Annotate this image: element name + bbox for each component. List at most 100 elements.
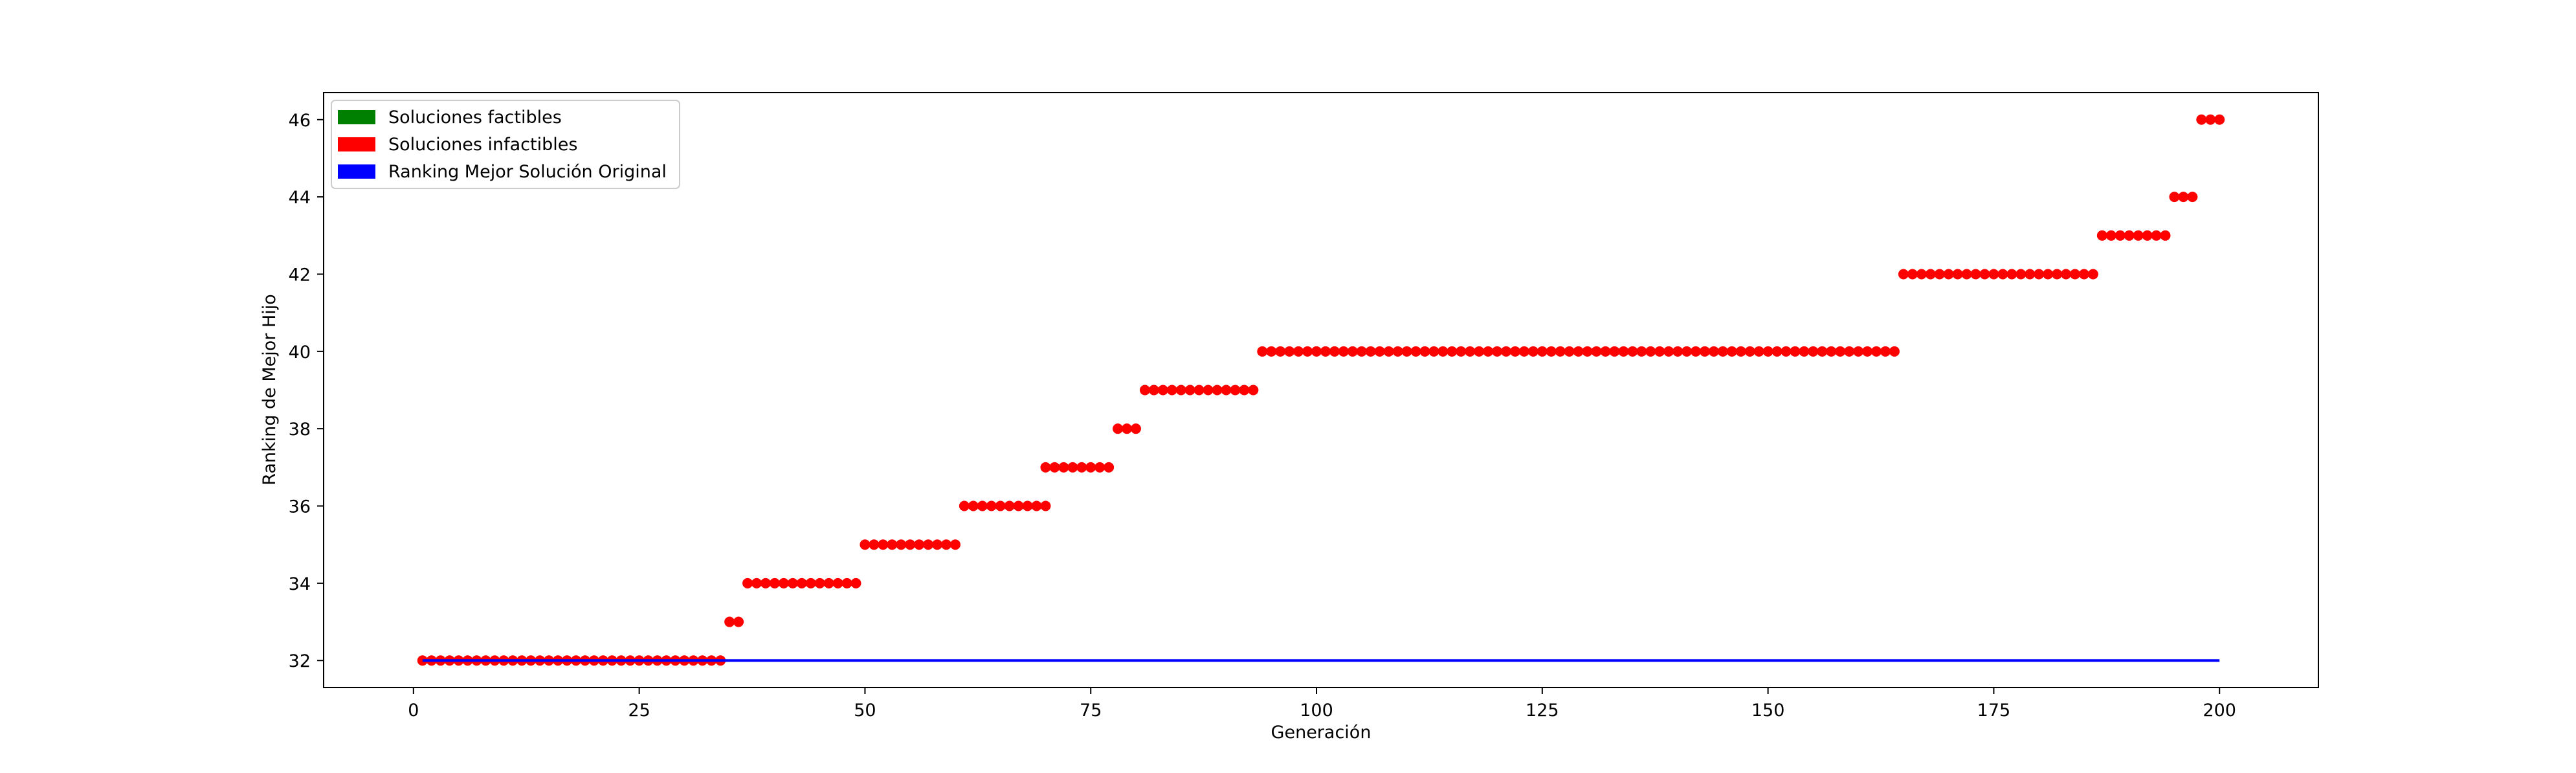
data-point <box>869 539 880 550</box>
data-point <box>1203 385 1214 396</box>
x-tick-label: 125 <box>1526 700 1559 721</box>
data-point <box>1961 269 1972 280</box>
data-point <box>1735 346 1746 357</box>
data-point <box>1257 346 1268 357</box>
data-point <box>1726 346 1737 357</box>
data-point <box>2087 269 2098 280</box>
y-tick-label: 34 <box>289 574 311 594</box>
data-point <box>1483 346 1494 357</box>
data-point <box>1826 346 1837 357</box>
legend-label-infactibles: Soluciones infactibles <box>388 135 577 155</box>
data-point <box>1239 385 1250 396</box>
data-point <box>1122 423 1133 434</box>
data-point <box>1509 346 1520 357</box>
data-point <box>2061 269 2072 280</box>
data-point <box>1248 385 1259 396</box>
data-point <box>733 616 744 627</box>
data-point <box>1663 346 1674 357</box>
data-point <box>1799 346 1810 357</box>
data-point <box>1022 500 1033 511</box>
y-tick-label: 44 <box>289 188 311 208</box>
y-tick-label: 46 <box>289 111 311 131</box>
data-point <box>1085 462 1096 473</box>
data-point <box>1600 346 1611 357</box>
data-point <box>2034 269 2045 280</box>
data-point <box>1555 346 1566 357</box>
data-point <box>724 616 735 627</box>
data-point <box>2133 230 2144 241</box>
data-point <box>1564 346 1575 357</box>
data-point <box>1447 346 1458 357</box>
data-point <box>1934 269 1945 280</box>
data-point <box>1383 346 1394 357</box>
data-point <box>1790 346 1801 357</box>
data-point <box>1266 346 1277 357</box>
data-point <box>1410 346 1421 357</box>
x-tick-label: 25 <box>628 700 650 721</box>
data-point <box>1691 346 1702 357</box>
x-tick-label: 75 <box>1080 700 1102 721</box>
data-point <box>1835 346 1846 357</box>
data-point <box>1627 346 1638 357</box>
data-point <box>1338 346 1349 357</box>
data-point <box>1573 346 1584 357</box>
data-point <box>787 577 798 588</box>
data-point <box>2205 114 2216 125</box>
data-point <box>1988 269 1999 280</box>
x-tick-label: 150 <box>1751 700 1785 721</box>
data-point <box>1374 346 1385 357</box>
data-point <box>1329 346 1340 357</box>
data-point <box>1916 269 1927 280</box>
y-axis-label: Ranking de Mejor Hijo <box>260 294 280 486</box>
data-point <box>1067 462 1078 473</box>
data-point <box>1465 346 1476 357</box>
data-point <box>1501 346 1512 357</box>
data-point <box>2214 114 2225 125</box>
data-point <box>1582 346 1593 357</box>
data-point <box>2105 230 2116 241</box>
data-point <box>832 577 843 588</box>
x-tick-label: 175 <box>1977 700 2011 721</box>
data-point <box>1609 346 1620 357</box>
data-point <box>1537 346 1548 357</box>
data-point <box>1094 462 1105 473</box>
data-point <box>905 539 916 550</box>
data-point <box>1004 500 1015 511</box>
data-point <box>1293 346 1304 357</box>
data-point <box>1771 346 1782 357</box>
data-point <box>1862 346 1873 357</box>
data-point <box>1157 385 1168 396</box>
data-point <box>2196 114 2207 125</box>
data-point <box>1194 385 1205 396</box>
legend-swatch-infactibles <box>338 137 375 151</box>
data-point <box>1546 346 1557 357</box>
data-point <box>1492 346 1503 357</box>
data-point <box>1636 346 1647 357</box>
data-point <box>1130 423 1141 434</box>
data-point <box>1591 346 1602 357</box>
data-point <box>1419 346 1430 357</box>
data-point <box>1699 346 1710 357</box>
data-point <box>2187 192 2198 203</box>
data-point <box>1717 346 1728 357</box>
data-point <box>2096 230 2107 241</box>
legend: Soluciones factibles Soluciones infactib… <box>331 100 680 189</box>
data-point <box>1853 346 1864 357</box>
x-tick-label: 100 <box>1300 700 1333 721</box>
data-point <box>1527 346 1538 357</box>
data-point <box>2151 230 2162 241</box>
data-point <box>1672 346 1683 357</box>
data-point <box>1952 269 1963 280</box>
data-point <box>1997 269 2008 280</box>
data-point <box>896 539 907 550</box>
x-tick-label: 200 <box>2203 700 2236 721</box>
data-point <box>2160 230 2171 241</box>
data-point <box>778 577 789 588</box>
data-point <box>1320 346 1331 357</box>
data-point <box>1365 346 1376 357</box>
data-point <box>923 539 934 550</box>
data-point <box>914 539 925 550</box>
data-point <box>1275 346 1286 357</box>
data-point <box>2043 269 2054 280</box>
